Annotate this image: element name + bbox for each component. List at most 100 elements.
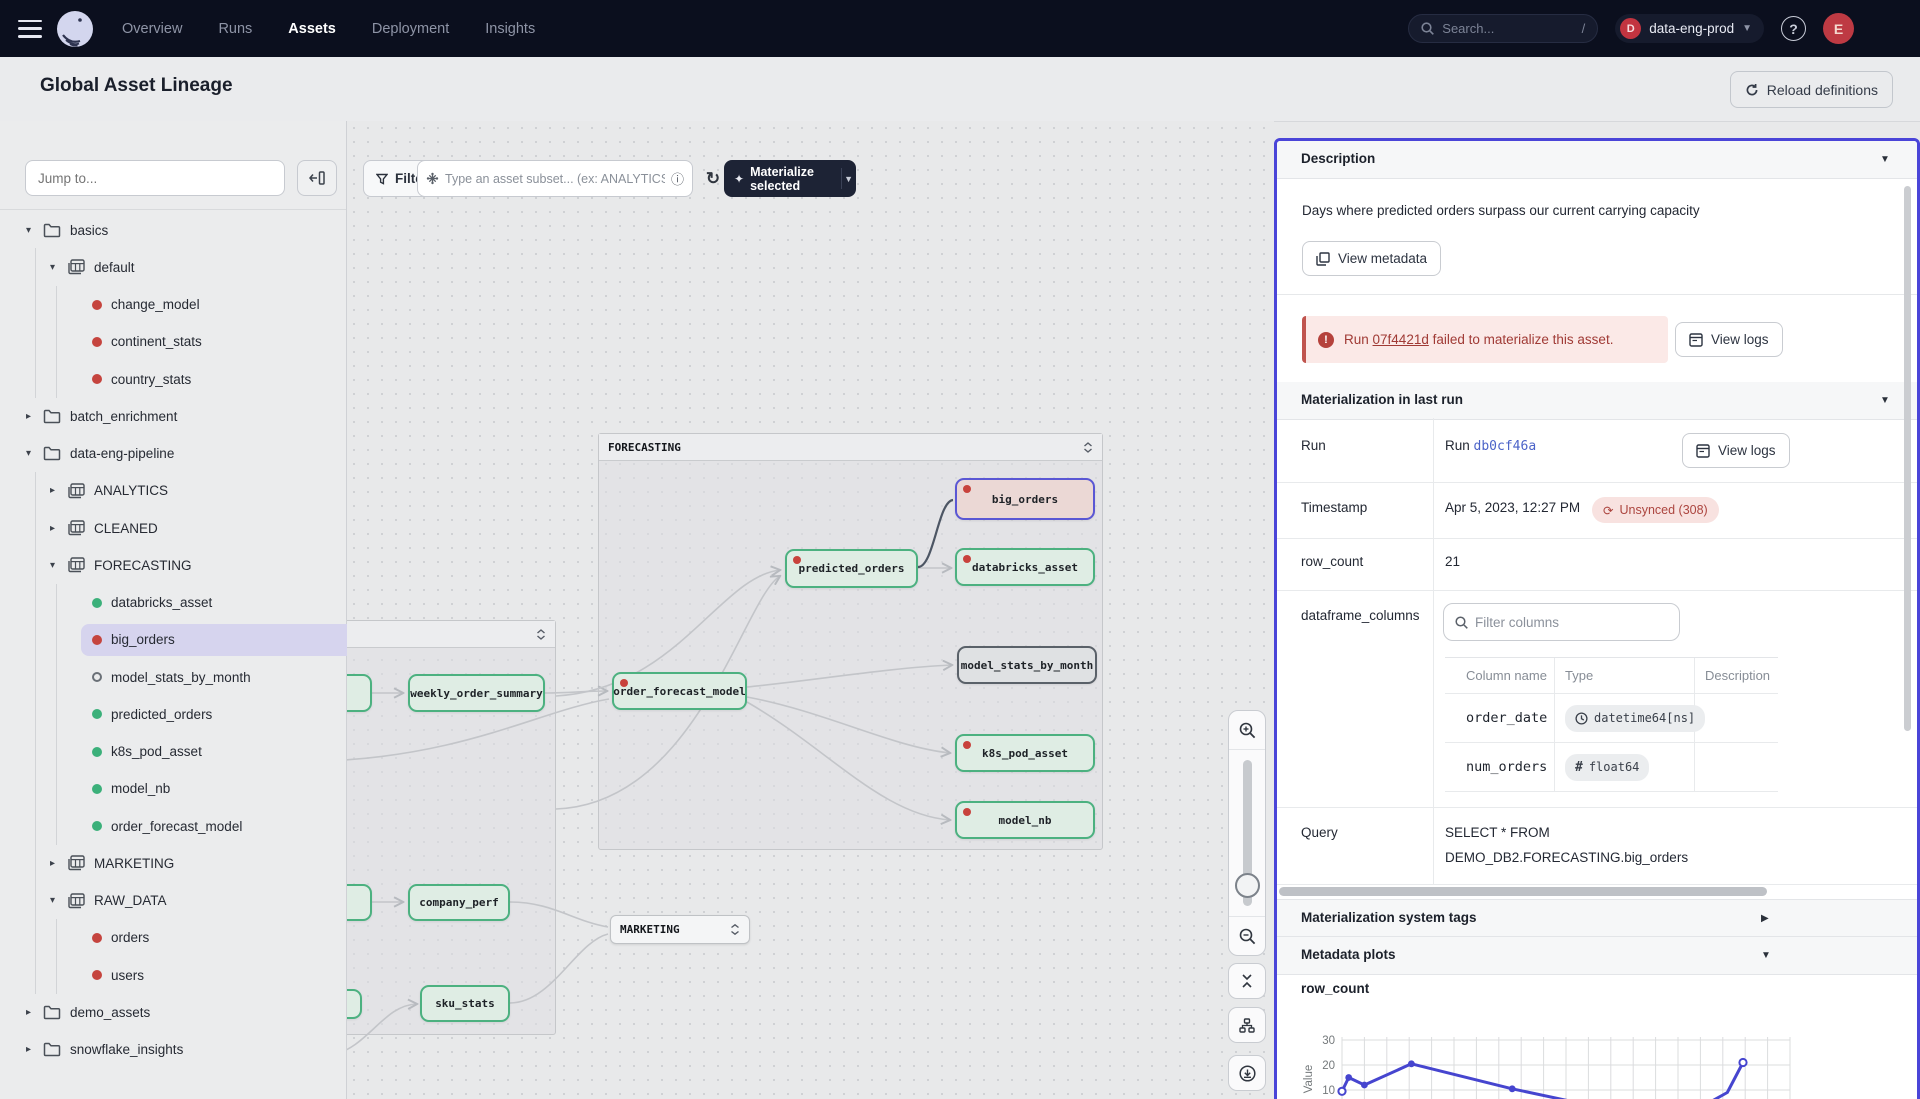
asset-node-sku_stats[interactable]: sku_stats: [420, 985, 510, 1022]
caret-right-icon[interactable]: ▸: [50, 485, 67, 496]
chevron-down-icon[interactable]: ▼: [1761, 950, 1771, 961]
materialize-selected-label: Materialize selected: [744, 165, 832, 193]
caret-down-icon[interactable]: ▾: [50, 560, 67, 571]
caret-right-icon[interactable]: ▸: [26, 411, 43, 422]
status-dot-failed: [92, 970, 102, 980]
caret-right-icon[interactable]: ▸: [50, 523, 67, 534]
zoom-slider[interactable]: [1229, 749, 1265, 917]
info-icon[interactable]: ⓘ: [671, 169, 684, 188]
collapsed-group-node-marketing[interactable]: MARKETING: [610, 915, 750, 944]
caret-right-icon[interactable]: ▸: [26, 1044, 43, 1055]
asset-subset-input[interactable]: Type an asset subset... (ex: ANALYTICS/w…: [417, 160, 693, 197]
caret-right-icon[interactable]: ▸: [26, 1007, 43, 1018]
chevron-down-icon[interactable]: ▼: [1880, 395, 1890, 406]
jump-to-input[interactable]: [25, 160, 285, 196]
nav-link-overview[interactable]: Overview: [122, 21, 182, 37]
caret-down-icon[interactable]: ▾: [50, 895, 67, 906]
deployment-switcher[interactable]: D data-eng-prod ▼: [1615, 14, 1764, 43]
asset-node-databricks_asset[interactable]: databricks_asset: [955, 548, 1095, 586]
nav-link-runs[interactable]: Runs: [218, 21, 252, 37]
run-view-logs-button[interactable]: View logs: [1682, 433, 1790, 468]
asset-node-weekly_order_summary[interactable]: weekly_order_summary: [408, 674, 545, 712]
chevron-right-icon[interactable]: ▶: [1761, 913, 1769, 924]
sidebar-item-default[interactable]: ▾default: [0, 250, 397, 284]
alert-view-logs-button[interactable]: View logs: [1675, 322, 1783, 357]
sidebar-item-CLEANED[interactable]: ▸CLEANED: [0, 511, 397, 545]
caret-down-icon[interactable]: ▾: [50, 262, 67, 273]
asset-node-model_stats_by_month[interactable]: model_stats_by_month: [957, 646, 1097, 684]
sidebar-item-FORECASTING[interactable]: ▾FORECASTING: [0, 548, 397, 582]
svg-text:10: 10: [1322, 1085, 1335, 1097]
run-row: Run Run db0cf46a View logs: [1277, 418, 1917, 483]
collapse-group-icon[interactable]: [1083, 442, 1093, 453]
unsynced-badge[interactable]: ⟳ Unsynced (308): [1592, 497, 1719, 523]
reload-definitions-button[interactable]: Reload definitions: [1730, 71, 1893, 108]
metadata-plots-section-header[interactable]: Metadata plots ▼: [1277, 937, 1917, 975]
schema-icon: [67, 259, 85, 275]
collapse-group-icon[interactable]: [536, 629, 546, 640]
sidebar-item-snowflake_insights[interactable]: ▸snowflake_insights: [0, 1033, 373, 1067]
nav-link-deployment[interactable]: Deployment: [372, 21, 449, 37]
caret-right-icon[interactable]: ▸: [50, 858, 67, 869]
avatar[interactable]: E: [1823, 13, 1854, 44]
asset-node-predicted_orders[interactable]: predicted_orders: [785, 549, 918, 588]
nav-link-assets[interactable]: Assets: [288, 21, 336, 37]
zoom-in-icon: [1239, 722, 1256, 739]
asset-node-partial[interactable]: [347, 884, 372, 921]
asset-node-company_perf[interactable]: company_perf: [408, 884, 510, 921]
filter-columns-input[interactable]: Filter columns: [1443, 603, 1680, 641]
graph-refresh-button[interactable]: ↻: [699, 165, 727, 193]
asset-node-partial[interactable]: [347, 674, 372, 712]
folder-icon: [43, 223, 61, 238]
caret-down-icon[interactable]: ▾: [26, 448, 43, 459]
stale-dot-icon: [963, 808, 971, 816]
lineage-graph-canvas[interactable]: FORECASTING weekly_order_summaryorder_fo…: [347, 121, 1274, 1099]
sidebar-item-basics[interactable]: ▾basics: [0, 213, 373, 247]
recenter-view-button[interactable]: [1228, 1055, 1266, 1091]
asset-node-k8s_pod_asset[interactable]: k8s_pod_asset: [955, 734, 1095, 772]
run-id-link[interactable]: db0cf46a: [1474, 439, 1537, 454]
schema-icon: [67, 483, 85, 499]
help-icon[interactable]: ?: [1781, 16, 1806, 41]
nav-link-insights[interactable]: Insights: [485, 21, 535, 37]
system-tags-section-header[interactable]: Materialization system tags ▶: [1277, 899, 1917, 937]
schema-icon: [67, 520, 85, 536]
column-header: Type: [1565, 668, 1593, 683]
description-section-header[interactable]: Description ▼: [1277, 141, 1917, 179]
asset-node-big_orders[interactable]: big_orders: [955, 478, 1095, 520]
horizontal-scrollbar-thumb[interactable]: [1279, 887, 1767, 896]
hamburger-menu-icon[interactable]: [18, 20, 42, 38]
sidebar-item-MARKETING[interactable]: ▸MARKETING: [0, 846, 397, 880]
zoom-slider-handle[interactable]: [1235, 873, 1260, 898]
dagster-logo-icon[interactable]: [56, 10, 94, 48]
materialize-selected-button[interactable]: ✦ Materialize selected ▼: [724, 160, 856, 197]
zoom-in-button[interactable]: [1229, 711, 1265, 749]
asset-node-partial[interactable]: [347, 989, 362, 1019]
sidebar-item-RAW_DATA[interactable]: ▾RAW_DATA: [0, 884, 397, 918]
asset-node-order_forecast_model[interactable]: order_forecast_model: [612, 672, 747, 710]
sidebar-item-ANALYTICS[interactable]: ▸ANALYTICS: [0, 474, 397, 508]
zoom-out-button[interactable]: [1229, 917, 1265, 955]
failed-run-link[interactable]: 07f4421d: [1373, 332, 1429, 347]
vertical-scrollbar-thumb[interactable]: [1904, 186, 1911, 731]
collapse-groups-button[interactable]: [1228, 963, 1266, 999]
materialization-section-header[interactable]: Materialization in last run ▼: [1277, 382, 1917, 420]
layout-hierarchy-button[interactable]: [1228, 1007, 1266, 1043]
sidebar-item-label: predicted_orders: [111, 707, 212, 722]
materialize-dropdown-caret[interactable]: ▼: [841, 174, 856, 184]
reload-definitions-label: Reload definitions: [1767, 82, 1878, 98]
view-metadata-button[interactable]: View metadata: [1302, 241, 1441, 276]
collapse-sidebar-button[interactable]: [297, 160, 337, 196]
expand-group-icon[interactable]: [730, 924, 740, 935]
dagster-app: Overview Runs Assets Deployment Insights Sea…: [0, 0, 1920, 1099]
search-input[interactable]: Search... /: [1408, 14, 1598, 43]
sidebar-item-data-eng-pipeline[interactable]: ▾data-eng-pipeline: [0, 437, 373, 471]
chevron-down-icon[interactable]: ▼: [1880, 154, 1890, 165]
sidebar-item-demo_assets[interactable]: ▸demo_assets: [0, 995, 373, 1029]
description-header-label: Description: [1301, 151, 1375, 166]
logs-icon: [1689, 333, 1703, 347]
asset-node-model_nb[interactable]: model_nb: [955, 801, 1095, 839]
table-row: num_orders#float64: [1445, 743, 1778, 792]
sidebar-item-batch_enrichment[interactable]: ▸batch_enrichment: [0, 399, 373, 433]
caret-down-icon[interactable]: ▾: [26, 225, 43, 236]
